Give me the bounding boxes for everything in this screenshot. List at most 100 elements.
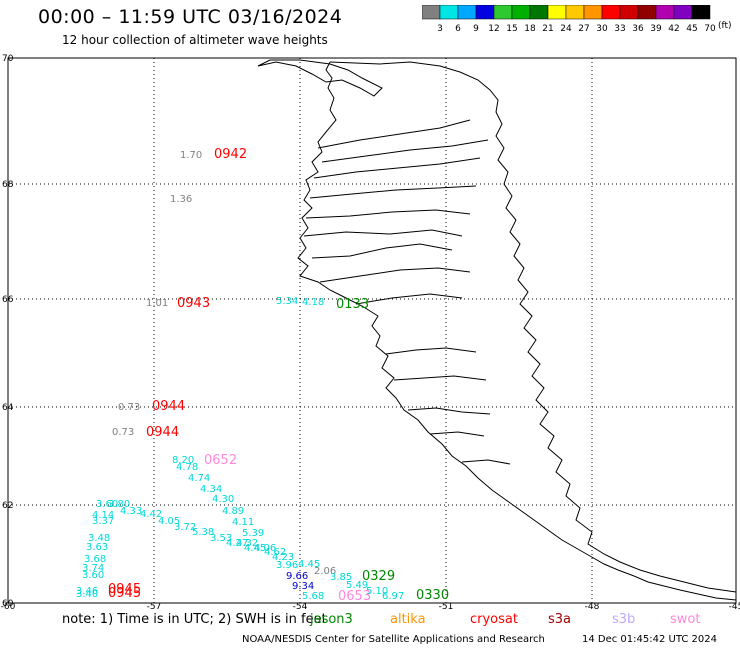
pass-time-label: 0945 bbox=[108, 582, 141, 597]
colorbar-label: 18 bbox=[524, 24, 536, 34]
fjord-6 bbox=[303, 229, 463, 237]
generated-timestamp: 14 Dec 01:45:42 UTC 2024 bbox=[582, 634, 717, 645]
colorbar-label: 39 bbox=[650, 24, 662, 34]
swh-value-label: 9.34 bbox=[292, 581, 314, 592]
swh-value-label: 0.73 bbox=[112, 427, 134, 438]
swh-value-label: 8.20 bbox=[172, 455, 194, 466]
swh-value-label: 4.74 bbox=[188, 473, 210, 484]
colorbar-label: 30 bbox=[596, 24, 608, 34]
satellite-jason3-label: jason3 bbox=[310, 612, 353, 627]
fjord-2 bbox=[321, 139, 489, 163]
pass-time-label: 0329 bbox=[362, 569, 395, 584]
latitude-tick-label: 64 bbox=[2, 403, 14, 413]
colorbar-label: 42 bbox=[668, 24, 679, 34]
swh-value-label: 3.96 bbox=[276, 560, 298, 571]
swh-value-label: 5.49 bbox=[346, 580, 368, 591]
fjord-10 bbox=[385, 347, 477, 355]
swh-value-label: 3.60 bbox=[96, 499, 118, 510]
pass-time-label: 0945 bbox=[108, 586, 141, 601]
colorbar-label: 3 bbox=[437, 24, 443, 34]
swh-value-label: 4.33 bbox=[120, 506, 142, 517]
pass-time-label: 0330 bbox=[416, 588, 449, 603]
longitude-tick-label: -48 bbox=[585, 602, 600, 612]
lat-lon-grid bbox=[8, 58, 736, 603]
swh-value-label: 4.05 bbox=[158, 516, 180, 527]
island-north bbox=[257, 59, 383, 97]
swh-value-label: 5.39 bbox=[242, 528, 264, 539]
colorbar-swatch bbox=[691, 5, 711, 20]
latitude-tick-label: 68 bbox=[2, 180, 14, 190]
colorbar-label: 12 bbox=[488, 24, 499, 34]
coastline-main bbox=[297, 61, 737, 601]
chart-subtitle: 12 hour collection of altimeter wave hei… bbox=[62, 33, 328, 47]
fjord-8 bbox=[319, 267, 471, 283]
swh-value-label: 4.06 bbox=[254, 543, 276, 554]
swh-value-label: 5.68 bbox=[302, 591, 324, 602]
fjord-9 bbox=[355, 293, 463, 305]
swh-value-label: 4.89 bbox=[222, 506, 244, 517]
swh-value-label: 4.23 bbox=[272, 552, 294, 563]
fjord-4 bbox=[309, 185, 477, 199]
credit-line: NOAA/NESDIS Center for Satellite Applica… bbox=[242, 634, 545, 645]
altimeter-map: 70 68 66 64 62 60-60 -57 -54 -51 -48 -45 1.70 0942 1… bbox=[1, 54, 740, 612]
swh-value-label: 4.42 bbox=[140, 509, 162, 520]
swh-color-legend: 3 6 9 12 15 18 21 24 27 30 33 36 39 42 45 70 bbox=[422, 5, 716, 34]
longitude-tick-label: -57 bbox=[147, 602, 162, 612]
latitude-tick-label: 60 bbox=[2, 599, 14, 609]
pass-time-label: 0133 bbox=[336, 297, 369, 312]
longitude-tick-label: -51 bbox=[439, 602, 454, 612]
chart-title: 00:00 – 11:59 UTC 03/16/2024 bbox=[38, 6, 343, 28]
colorbar-label: 21 bbox=[542, 24, 553, 34]
swh-value-label: 1.01 bbox=[146, 298, 168, 309]
fjord-1 bbox=[317, 119, 471, 149]
greenland-coastline bbox=[257, 59, 737, 601]
fjord-11 bbox=[393, 375, 487, 381]
swh-value-label: 2.06 bbox=[314, 566, 336, 577]
swh-value-label: 4.62 bbox=[264, 547, 286, 558]
satellite-swot-label: swot bbox=[670, 612, 701, 627]
latitude-tick-label: 62 bbox=[2, 501, 13, 511]
axis-tick-labels: 70 68 66 64 62 60-60 -57 -54 -51 -48 -45 bbox=[1, 54, 740, 612]
satellite-s3a-label: s3a bbox=[548, 612, 572, 627]
colorbar-label: 45 bbox=[686, 24, 697, 34]
colorbar-label: 6 bbox=[455, 24, 461, 34]
swh-value-label: 9.66 bbox=[286, 571, 308, 582]
plot-frame bbox=[7, 57, 737, 604]
swh-value-label: 6.97 bbox=[382, 591, 404, 602]
swh-value-label: 4.18 bbox=[302, 297, 324, 308]
latitude-tick-label: 66 bbox=[2, 295, 14, 305]
swh-value-label: 4.45 bbox=[244, 543, 266, 554]
swh-value-label: 3.68 bbox=[84, 554, 106, 565]
swh-value-label: 3.85 bbox=[330, 572, 352, 583]
swh-value-label: 5.38 bbox=[192, 527, 214, 538]
legend-units: (ft) bbox=[718, 21, 732, 31]
swh-value-label: 4.30 bbox=[212, 494, 234, 505]
pass-time-label: 0944 bbox=[152, 399, 185, 414]
swh-value-label: 3.72 bbox=[174, 522, 196, 533]
colorbar-label: 24 bbox=[560, 24, 572, 34]
swh-value-label: 3.60 bbox=[82, 570, 104, 581]
longitude-tick-label: -45 bbox=[729, 602, 740, 612]
pass-time-label: 0944 bbox=[146, 425, 179, 440]
fjord-7 bbox=[311, 243, 453, 259]
coastline-east bbox=[329, 61, 737, 593]
swh-value-label: 0.73 bbox=[118, 402, 140, 413]
swh-value-label: 4.45 bbox=[298, 559, 320, 570]
swh-value-label: 4.34 bbox=[200, 484, 222, 495]
swh-value-label: 4.78 bbox=[176, 462, 198, 473]
swh-value-label: 1.36 bbox=[170, 194, 192, 205]
altimeter-observations: 1.70 0942 1.36 1.01 0943 5.34 4.18 0133 0.73 0944… bbox=[76, 147, 449, 604]
swh-value-label: 4.11 bbox=[232, 517, 254, 528]
swh-value-label: 3.80 bbox=[108, 499, 130, 510]
latitude-tick-label: 70 bbox=[2, 54, 14, 64]
swh-value-label: 4.32 bbox=[236, 538, 258, 549]
swh-value-label: 5.10 bbox=[366, 586, 388, 597]
fjord-5 bbox=[305, 209, 471, 219]
longitude-tick-label: -60 bbox=[1, 602, 16, 612]
swh-value-label: 3.74 bbox=[82, 563, 104, 574]
longitude-tick-label: -54 bbox=[293, 602, 308, 612]
satellite-cryosat-label: cryosat bbox=[470, 612, 518, 627]
pass-time-label: 0942 bbox=[214, 147, 247, 162]
swh-value-label: 3.48 bbox=[88, 533, 110, 544]
swh-value-label: 1.70 bbox=[180, 150, 202, 161]
